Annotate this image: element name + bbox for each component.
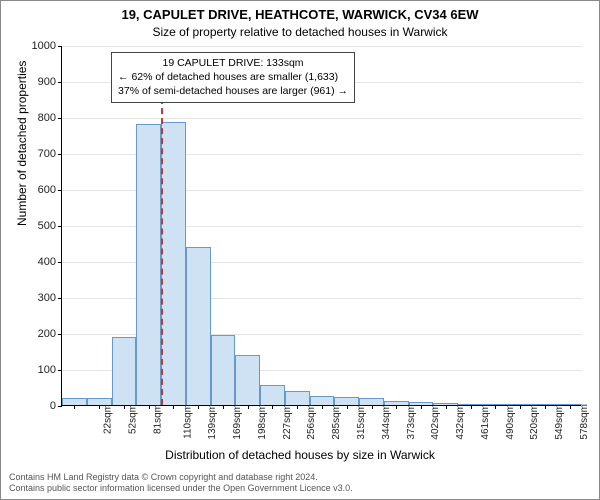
xtick-label: 432sqm <box>455 404 466 440</box>
xtick-label: 549sqm <box>554 404 565 440</box>
xtick-label: 22sqm <box>103 404 114 434</box>
plot-region: 0100200300400500600700800900100022sqm52s… <box>61 46 581 406</box>
histogram-bar <box>112 337 137 405</box>
xtick-label: 52sqm <box>128 404 139 434</box>
xtick-label: 315sqm <box>356 404 367 440</box>
histogram-bar <box>260 385 285 405</box>
xtick-label: 520sqm <box>529 404 540 440</box>
xtick-mark <box>198 405 199 409</box>
footer-line1: Contains HM Land Registry data © Crown c… <box>9 472 591 484</box>
ytick-label: 700 <box>38 148 56 160</box>
ytick-mark <box>58 406 62 407</box>
ytick-mark <box>58 46 62 47</box>
xtick-mark <box>446 405 447 409</box>
annotation-line1: 19 CAPULET DRIVE: 133sqm <box>118 56 348 70</box>
chart-container: 19, CAPULET DRIVE, HEATHCOTE, WARWICK, C… <box>0 0 600 500</box>
x-axis-label: Distribution of detached houses by size … <box>1 448 599 462</box>
chart-area: 0100200300400500600700800900100022sqm52s… <box>61 46 581 406</box>
xtick-label: 490sqm <box>505 404 516 440</box>
marker-line <box>161 88 163 405</box>
xtick-mark <box>570 405 571 409</box>
xtick-mark <box>495 405 496 409</box>
footer: Contains HM Land Registry data © Crown c… <box>9 472 591 495</box>
ytick-mark <box>58 118 62 119</box>
xtick-mark <box>99 405 100 409</box>
ytick-label: 400 <box>38 256 56 268</box>
ytick-label: 600 <box>38 184 56 196</box>
xtick-label: 461sqm <box>480 404 491 440</box>
ytick-mark <box>58 226 62 227</box>
ytick-label: 300 <box>38 292 56 304</box>
xtick-label: 256sqm <box>307 404 318 440</box>
ytick-mark <box>58 262 62 263</box>
xtick-mark <box>396 405 397 409</box>
histogram-bar <box>161 122 186 405</box>
xtick-label: 402sqm <box>430 404 441 440</box>
xtick-label: 285sqm <box>331 404 342 440</box>
xtick-mark <box>272 405 273 409</box>
ytick-label: 100 <box>38 364 56 376</box>
gridline <box>62 46 582 47</box>
xtick-mark <box>520 405 521 409</box>
ytick-label: 800 <box>38 112 56 124</box>
xtick-label: 578sqm <box>579 404 590 440</box>
page-title-line2: Size of property relative to detached ho… <box>1 25 599 39</box>
xtick-mark <box>223 405 224 409</box>
xtick-label: 344sqm <box>381 404 392 440</box>
histogram-bar <box>211 335 236 405</box>
xtick-label: 139sqm <box>208 404 219 440</box>
histogram-bar <box>87 398 112 405</box>
xtick-label: 227sqm <box>282 404 293 440</box>
xtick-mark <box>347 405 348 409</box>
xtick-label: 198sqm <box>257 404 268 440</box>
xtick-mark <box>545 405 546 409</box>
annotation-box: 19 CAPULET DRIVE: 133sqm← 62% of detache… <box>111 52 355 103</box>
ytick-mark <box>58 154 62 155</box>
histogram-bar <box>136 124 161 405</box>
y-axis-label: Number of detached properties <box>15 61 29 226</box>
annotation-line3: 37% of semi-detached houses are larger (… <box>118 84 348 98</box>
ytick-mark <box>58 334 62 335</box>
ytick-label: 1000 <box>32 40 56 52</box>
xtick-mark <box>74 405 75 409</box>
xtick-mark <box>421 405 422 409</box>
histogram-bar <box>186 247 211 405</box>
histogram-bar <box>310 396 335 405</box>
annotation-line2: ← 62% of detached houses are smaller (1,… <box>118 70 348 84</box>
xtick-mark <box>372 405 373 409</box>
xtick-mark <box>471 405 472 409</box>
ytick-mark <box>58 190 62 191</box>
histogram-bar <box>285 391 310 405</box>
footer-line2: Contains public sector information licen… <box>9 483 591 495</box>
ytick-mark <box>58 82 62 83</box>
xtick-mark <box>322 405 323 409</box>
xtick-mark <box>149 405 150 409</box>
page-title-line1: 19, CAPULET DRIVE, HEATHCOTE, WARWICK, C… <box>1 7 599 22</box>
xtick-mark <box>248 405 249 409</box>
histogram-bar <box>334 397 359 405</box>
xtick-label: 81sqm <box>152 404 163 434</box>
ytick-label: 200 <box>38 328 56 340</box>
ytick-label: 500 <box>38 220 56 232</box>
ytick-mark <box>58 370 62 371</box>
ytick-mark <box>58 298 62 299</box>
histogram-bar <box>235 355 260 405</box>
xtick-mark <box>173 405 174 409</box>
gridline <box>62 118 582 119</box>
xtick-mark <box>124 405 125 409</box>
xtick-mark <box>297 405 298 409</box>
xtick-label: 373sqm <box>406 404 417 440</box>
xtick-label: 110sqm <box>182 404 193 439</box>
histogram-bar <box>62 398 87 405</box>
xtick-label: 169sqm <box>232 404 243 440</box>
ytick-label: 0 <box>50 400 56 412</box>
ytick-label: 900 <box>38 76 56 88</box>
histogram-bar <box>359 398 384 405</box>
